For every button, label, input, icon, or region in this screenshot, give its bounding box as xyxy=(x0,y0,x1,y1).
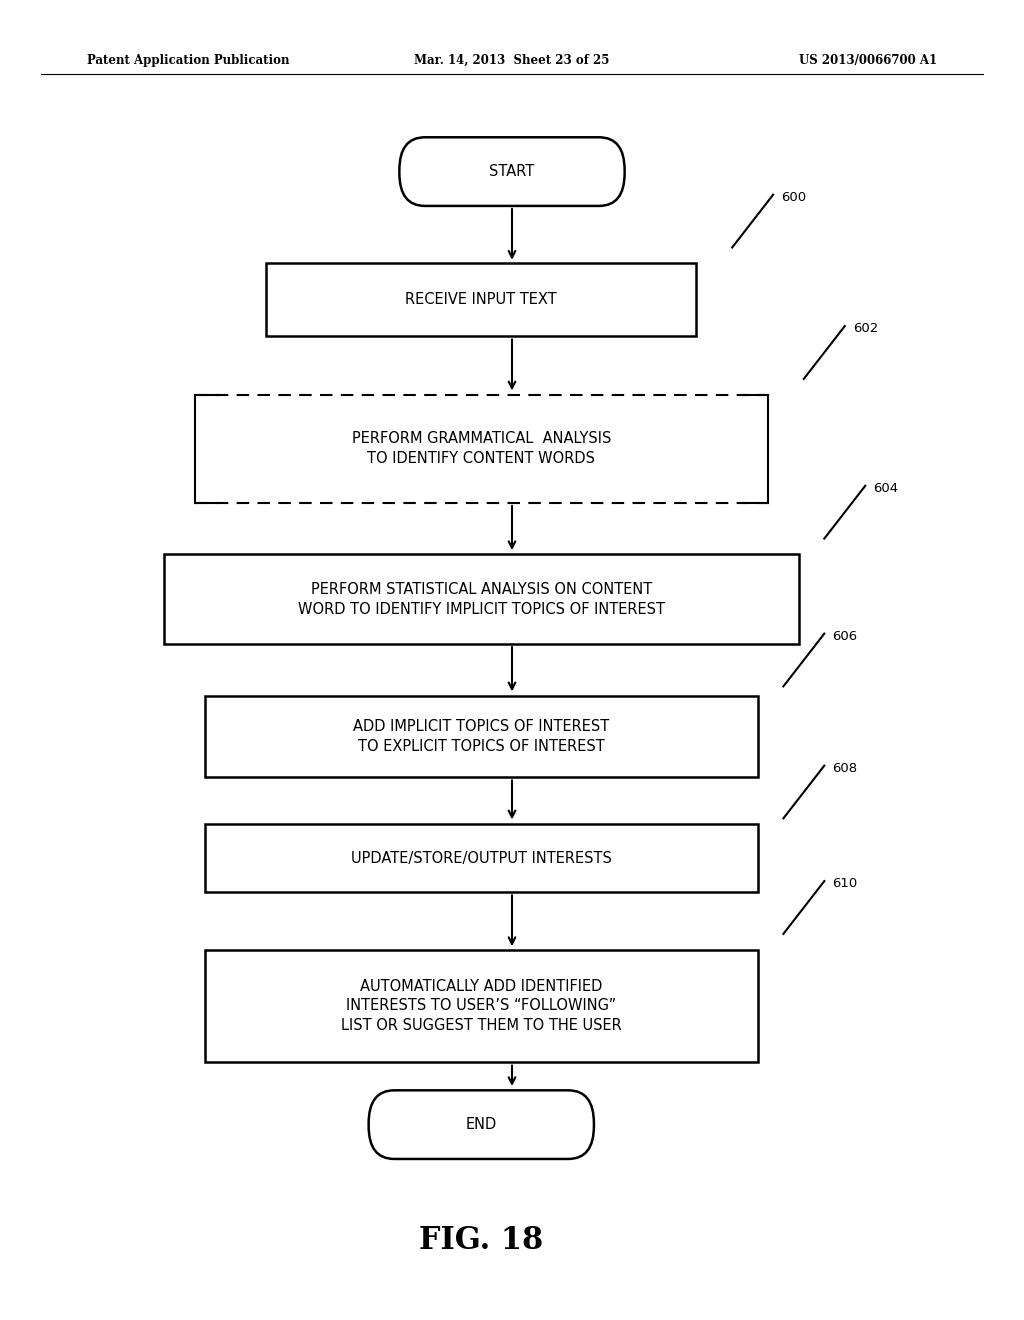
Text: Mar. 14, 2013  Sheet 23 of 25: Mar. 14, 2013 Sheet 23 of 25 xyxy=(415,54,609,67)
FancyBboxPatch shape xyxy=(205,696,758,777)
Text: 602: 602 xyxy=(853,322,879,335)
Text: END: END xyxy=(466,1117,497,1133)
Text: Patent Application Publication: Patent Application Publication xyxy=(87,54,290,67)
Text: 600: 600 xyxy=(781,191,807,203)
Text: START: START xyxy=(489,164,535,180)
Text: 608: 608 xyxy=(833,762,858,775)
Text: PERFORM STATISTICAL ANALYSIS ON CONTENT
WORD TO IDENTIFY IMPLICIT TOPICS OF INTE: PERFORM STATISTICAL ANALYSIS ON CONTENT … xyxy=(298,582,665,616)
FancyBboxPatch shape xyxy=(164,554,799,644)
Text: FIG. 18: FIG. 18 xyxy=(419,1225,544,1257)
Text: ADD IMPLICIT TOPICS OF INTEREST
TO EXPLICIT TOPICS OF INTEREST: ADD IMPLICIT TOPICS OF INTEREST TO EXPLI… xyxy=(353,719,609,754)
Text: PERFORM GRAMMATICAL  ANALYSIS
TO IDENTIFY CONTENT WORDS: PERFORM GRAMMATICAL ANALYSIS TO IDENTIFY… xyxy=(351,432,611,466)
FancyBboxPatch shape xyxy=(369,1090,594,1159)
Text: 610: 610 xyxy=(833,878,858,890)
Text: UPDATE/STORE/OUTPUT INTERESTS: UPDATE/STORE/OUTPUT INTERESTS xyxy=(351,850,611,866)
Text: US 2013/0066700 A1: US 2013/0066700 A1 xyxy=(799,54,937,67)
FancyBboxPatch shape xyxy=(399,137,625,206)
Text: AUTOMATICALLY ADD IDENTIFIED
INTERESTS TO USER’S “FOLLOWING”
LIST OR SUGGEST THE: AUTOMATICALLY ADD IDENTIFIED INTERESTS T… xyxy=(341,978,622,1034)
Text: RECEIVE INPUT TEXT: RECEIVE INPUT TEXT xyxy=(406,292,557,308)
Text: 606: 606 xyxy=(833,630,858,643)
FancyBboxPatch shape xyxy=(266,263,696,335)
FancyBboxPatch shape xyxy=(205,824,758,892)
Text: 604: 604 xyxy=(873,482,899,495)
FancyBboxPatch shape xyxy=(205,950,758,1061)
